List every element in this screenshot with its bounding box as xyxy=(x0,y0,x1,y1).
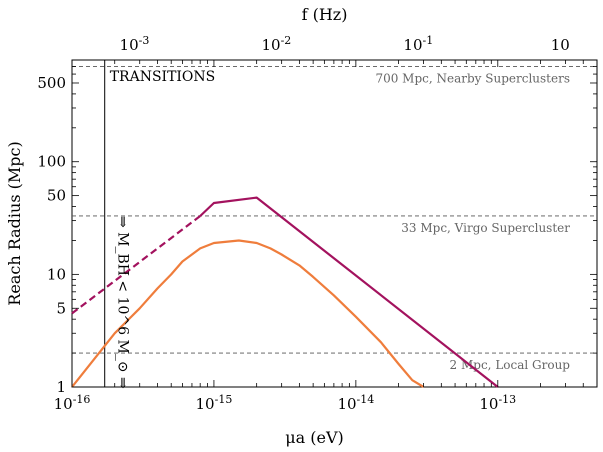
x2-tick-label-2: 10-1 xyxy=(403,34,433,54)
x-axis-title: μa (eV) xyxy=(285,428,344,447)
y-tick-label-1: 5 xyxy=(56,299,66,317)
top-axis-title: f (Hz) xyxy=(302,5,348,24)
ticks-layer: 10-16 10-15 10-14 10-13 10-3 10-2 10-1 10 1 5 10 50… xyxy=(37,34,598,413)
reference-label-0: 700 Mpc, Nearby Superclusters xyxy=(375,72,570,86)
labels-layer: TRANSITIONS ⇒ M_BH < 10^6 M_⊙ ⇒ μa (eV) f (… xyxy=(5,5,347,447)
transitions-label: TRANSITIONS xyxy=(110,69,216,85)
reference-label-2: 2 Mpc, Local Group xyxy=(450,358,571,372)
plot-frame xyxy=(71,59,598,388)
x2-tick-label-1: 10-2 xyxy=(261,34,291,54)
x2-tick-label-3: 10 xyxy=(551,36,570,54)
series-0-dashed-line xyxy=(71,215,201,315)
y-axis-title: Reach Radius (Mpc) xyxy=(5,141,24,305)
series-0-line xyxy=(199,196,499,388)
y-tick-label-5: 500 xyxy=(37,74,66,92)
reference-lines: 700 Mpc, Nearby Superclusters 33 Mpc, Vir… xyxy=(72,60,597,387)
y-tick-label-3: 50 xyxy=(47,187,66,205)
y-tick-label-4: 100 xyxy=(37,153,66,171)
x-tick-label-1: 10-15 xyxy=(196,393,233,413)
y-tick-label-0: 1 xyxy=(56,378,66,396)
x-tick-label-2: 10-14 xyxy=(337,393,374,413)
series-layer xyxy=(71,196,499,388)
y-tick-label-2: 10 xyxy=(47,265,66,283)
series-1-line xyxy=(71,239,425,388)
x-tick-label-3: 10-13 xyxy=(479,393,516,413)
x-tick-label-0: 10-16 xyxy=(54,393,91,413)
x2-tick-label-0: 10-3 xyxy=(120,34,150,54)
reference-label-1: 33 Mpc, Virgo Supercluster xyxy=(401,221,570,235)
mass-limit-label: ⇒ M_BH < 10^6 M_⊙ ⇒ xyxy=(115,216,131,389)
